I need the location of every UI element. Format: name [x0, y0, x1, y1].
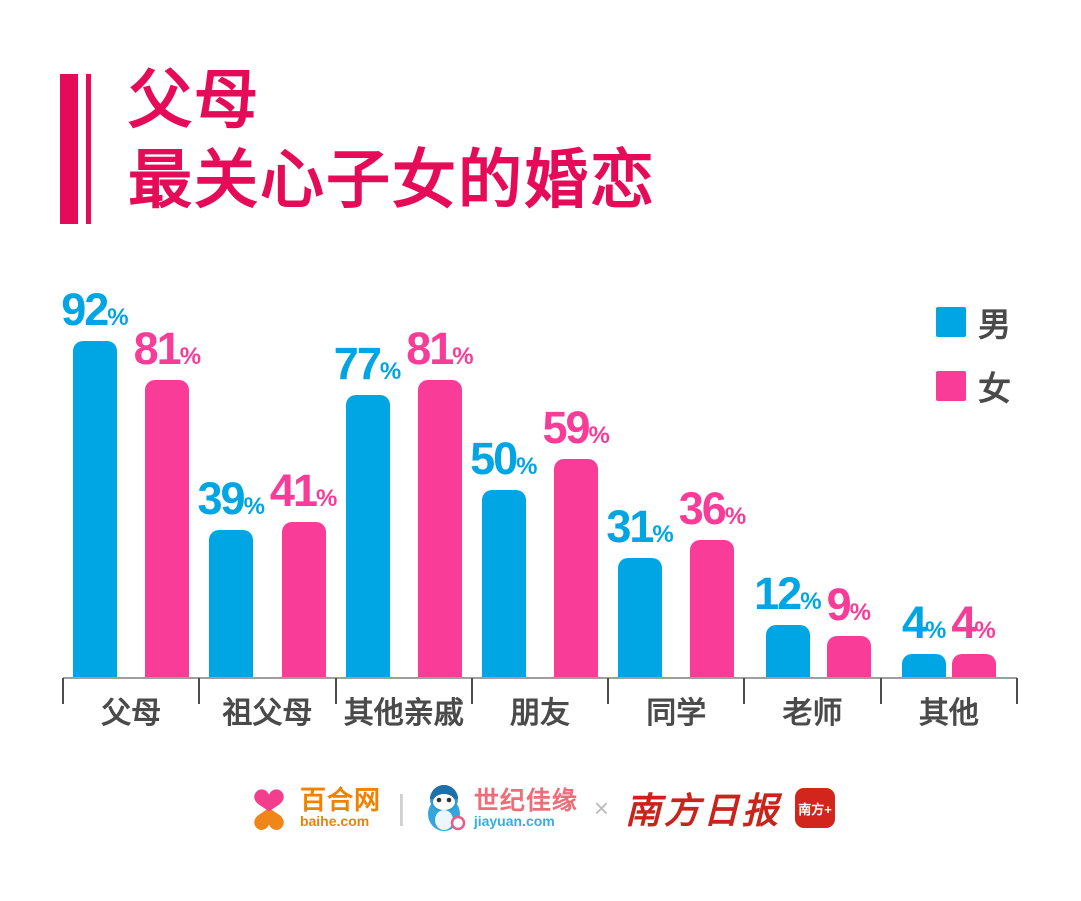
legend-item-female: 女 — [936, 362, 1011, 410]
chart-group: 4% 4% — [881, 597, 1017, 677]
title-accent-bar-thick — [60, 74, 78, 224]
baihe-text: 百合网 baihe.com — [299, 785, 381, 830]
bar — [765, 625, 810, 677]
chart-group: 50% 59% — [470, 402, 610, 677]
chart-group: 77% 81% — [334, 323, 474, 677]
x-axis-tick — [743, 678, 746, 704]
bar-value-label: 41% — [269, 465, 338, 516]
bar — [72, 341, 117, 677]
chart-legend: 男 女 — [936, 298, 1011, 426]
baihe-logo: 百合网 baihe.com — [246, 784, 381, 832]
legend-swatch-male-icon — [936, 307, 966, 337]
bar-value-label: 9% — [826, 579, 871, 630]
x-axis-ticks — [62, 678, 1018, 704]
page-title: 父母 最关心子女的婚恋 — [128, 60, 656, 220]
jiayuan-text: 世纪佳缘 jiayuan.com — [473, 786, 578, 829]
title-accent-bar-thin — [86, 74, 91, 224]
x-axis-tick — [1016, 678, 1018, 704]
chart-group: 12% 9% — [744, 568, 880, 677]
bar-value-label: 36% — [678, 483, 747, 534]
bar — [417, 380, 462, 677]
title-line-1: 父母 — [128, 64, 260, 136]
bar-column: 50% — [470, 433, 537, 677]
bar-column: 9% — [827, 579, 871, 677]
x-axis-line — [63, 677, 1017, 679]
bar — [554, 459, 599, 677]
bar-column: 81% — [134, 323, 201, 677]
legend-label-female: 女 — [978, 370, 1011, 407]
baihe-hearts-icon — [254, 789, 284, 830]
title-line-2: 最关心子女的婚恋 — [128, 144, 656, 216]
jiayuan-bird-icon — [427, 785, 466, 831]
x-axis-label: 父母 — [101, 697, 162, 730]
bar-column: 39% — [198, 473, 265, 677]
bar-chart: 92% 81% 39% 41% 77% 81% 50% 59% 31% 36% 12% 9% 4% 4% — [61, 0, 1017, 677]
jiayuan-domain: jiayuan.com — [473, 812, 555, 829]
footer-logos: 百合网 baihe.com | 世纪佳缘 jiayuan.com × — [0, 782, 1081, 834]
x-axis-label: 其他亲戚 — [343, 697, 464, 730]
southern-daily-logo: 南方日报 南方+ — [625, 782, 836, 834]
bar — [826, 636, 871, 677]
x-axis-tick — [334, 678, 337, 704]
chart-group: 92% 81% — [61, 284, 201, 677]
x-axis-tick — [62, 678, 64, 704]
legend-item-male: 男 — [936, 298, 1011, 346]
bar-value-label: 92% — [61, 284, 129, 335]
bar-column: 41% — [270, 465, 337, 677]
bar-value-label: 81% — [133, 323, 202, 374]
southern-daily-name: 南方日报 — [625, 791, 782, 831]
bar-value-label: 12% — [754, 568, 822, 619]
footer-divider: | — [396, 788, 406, 827]
x-axis-label: 祖父母 — [222, 697, 313, 730]
bar-value-label: 39% — [197, 473, 265, 524]
bar-value-label: 59% — [542, 402, 610, 453]
bar — [690, 540, 735, 677]
baihe-domain: baihe.com — [299, 813, 370, 830]
bar — [902, 654, 947, 677]
chart-group: 39% 41% — [198, 465, 337, 677]
bar-column: 36% — [679, 483, 746, 677]
jiayuan-logo: 世纪佳缘 jiayuan.com — [422, 783, 578, 833]
x-axis-label: 同学 — [646, 697, 707, 730]
bar-value-label: 81% — [406, 323, 474, 374]
footer-x-divider: × — [593, 792, 610, 823]
x-axis-tick — [470, 678, 473, 704]
chart-group: 31% 36% — [606, 483, 746, 677]
bar-column: 12% — [754, 568, 822, 677]
x-axis-tick — [198, 678, 201, 704]
legend-label-male: 男 — [978, 306, 1011, 343]
nanfang-plus-app-icon: 南方+ — [795, 788, 836, 828]
bar — [951, 654, 996, 677]
bar-column: 4% — [902, 597, 946, 677]
x-axis-label: 老师 — [782, 697, 843, 730]
x-axis-label: 其他 — [918, 697, 979, 730]
bar — [145, 380, 190, 677]
bar-value-label: 77% — [333, 338, 402, 389]
legend-swatch-female-icon — [936, 371, 966, 401]
bar — [345, 395, 390, 677]
bar-column: 77% — [334, 338, 401, 677]
bar-column: 81% — [406, 323, 474, 677]
chart-groups: 92% 81% 39% 41% 77% 81% 50% 59% 31% 36% 12% 9% 4% 4% — [61, 0, 1017, 677]
bar-value-label: 31% — [606, 501, 674, 552]
bar-value-label: 4% — [951, 597, 996, 648]
bar-column: 59% — [542, 402, 610, 677]
x-axis-label: 朋友 — [509, 697, 570, 730]
bar-value-label: 50% — [470, 433, 538, 484]
bar — [209, 530, 254, 677]
x-axis-tick — [879, 678, 882, 704]
bar-value-label: 4% — [901, 597, 947, 648]
bar-column: 92% — [61, 284, 129, 677]
bar — [281, 522, 326, 677]
bar — [481, 490, 526, 677]
jiayuan-name: 世纪佳缘 — [473, 786, 578, 815]
bar-column: 4% — [951, 597, 996, 677]
bar-column: 31% — [606, 501, 674, 677]
baihe-name: 百合网 — [299, 785, 381, 815]
x-axis-labels: 父母 祖父母 其他亲戚 朋友 同学 老师 其他 — [63, 688, 1017, 732]
x-axis-tick — [607, 678, 610, 704]
bar — [618, 558, 663, 677]
